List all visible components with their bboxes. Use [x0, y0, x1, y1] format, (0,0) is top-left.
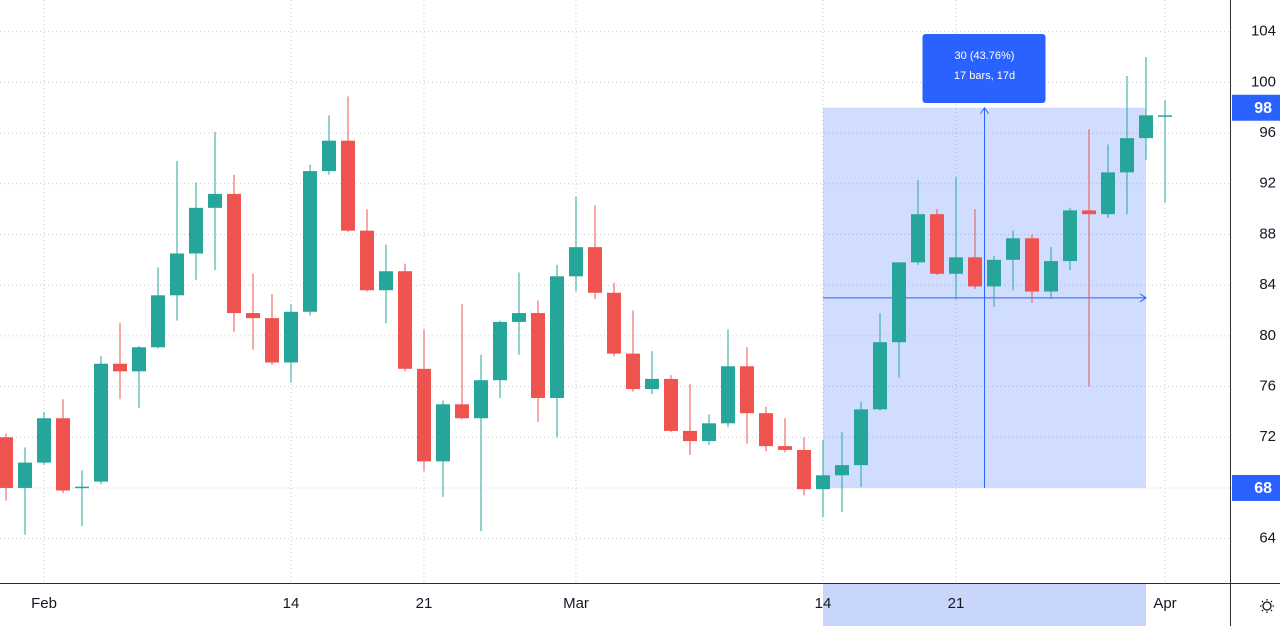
candle-body: [246, 313, 260, 319]
candle-body: [1006, 238, 1020, 260]
candle-body: [360, 230, 374, 291]
y-tick-label: 92: [1259, 175, 1276, 192]
candle-body: [854, 409, 868, 466]
price-highlight-label: 98: [1254, 100, 1272, 117]
candle-body: [94, 363, 108, 482]
candle-body: [265, 318, 279, 363]
x-tick-label: 14: [815, 595, 832, 612]
candle-body: [702, 423, 716, 442]
candle-body: [113, 363, 127, 372]
candle-body: [1044, 261, 1058, 292]
candle-body: [1063, 210, 1077, 262]
candles: [0, 57, 1172, 535]
candle-body: [645, 378, 659, 390]
price-highlight: [1232, 94, 1280, 121]
candle-body: [284, 311, 298, 363]
candle-body: [664, 378, 678, 431]
candle-body: [170, 253, 184, 296]
candle-body: [778, 446, 792, 450]
x-tick-label: 21: [416, 595, 433, 612]
candle-body: [474, 380, 488, 419]
y-tick-label: 104: [1251, 23, 1276, 40]
candle-body: [550, 276, 564, 398]
candle-body: [588, 247, 602, 293]
measure-sublabel: 17 bars, 17d: [954, 70, 1015, 82]
candle-body: [683, 430, 697, 442]
measure-x-band: [823, 584, 1146, 626]
candle-body: [816, 475, 830, 490]
candle-body: [208, 193, 222, 208]
measure-label: 30 (43.76%): [955, 50, 1015, 62]
settings-icon-core: [1262, 601, 1272, 611]
measure-label-box: [922, 34, 1046, 103]
candle-body: [1139, 115, 1153, 139]
x-tick-label: Mar: [563, 595, 589, 612]
candle-body: [322, 140, 336, 172]
candle-body: [132, 347, 146, 372]
candle-body: [37, 418, 51, 463]
grid: [0, 0, 1230, 583]
candle-body: [417, 368, 431, 462]
candle-body: [512, 313, 526, 322]
candle-body: [1025, 238, 1039, 292]
candle-body: [341, 140, 355, 231]
candle-body: [1101, 172, 1115, 215]
candle-body: [1120, 138, 1134, 173]
candle-body: [1158, 115, 1172, 117]
y-tick-label: 84: [1259, 276, 1276, 293]
candle-body: [227, 193, 241, 314]
y-tick-label: 64: [1259, 530, 1276, 547]
candle-body: [797, 449, 811, 490]
y-tick-label: 80: [1259, 327, 1276, 344]
candle-body: [911, 214, 925, 263]
candle-body: [531, 313, 545, 398]
measure-tool: 30 (43.76%) 17 bars, 17d: [823, 34, 1147, 488]
price-highlight-label: 68: [1254, 480, 1272, 497]
y-tick-label: 76: [1259, 378, 1276, 395]
candle-body: [436, 404, 450, 462]
measure-arrow-v: [980, 106, 989, 488]
candle-body: [569, 247, 583, 277]
candle-body: [873, 342, 887, 410]
candle-body: [493, 321, 507, 381]
candle-body: [56, 418, 70, 491]
y-tick-label: 100: [1251, 73, 1276, 90]
candle-body: [835, 465, 849, 476]
candle-body: [949, 257, 963, 274]
price-highlight: [1232, 474, 1280, 501]
candle-body: [1082, 210, 1096, 215]
candle-body: [189, 207, 203, 254]
x-tick-label: 14: [283, 595, 300, 612]
settings-icon-rays: [1260, 599, 1274, 613]
x-tick-label: Feb: [31, 595, 57, 612]
candle-body: [455, 404, 469, 419]
x-tick-label: 21: [948, 595, 965, 612]
candle-body: [303, 171, 317, 312]
candle-body: [379, 271, 393, 291]
candle-body: [968, 257, 982, 287]
candle-body: [75, 486, 89, 489]
candle-body: [18, 462, 32, 488]
y-tick-label: 88: [1259, 225, 1276, 242]
y-tick-label: 96: [1259, 124, 1276, 141]
candle-body: [892, 262, 906, 343]
candle-body: [987, 259, 1001, 287]
candle-body: [930, 214, 944, 274]
candle-body: [740, 366, 754, 414]
candle-body: [721, 366, 735, 424]
settings-icon[interactable]: [1260, 599, 1274, 613]
candle-body: [151, 295, 165, 348]
candle-body: [0, 437, 13, 488]
axes: 64 68 72 76 80 84 88 92 96 100 104 Feb 14 21 Mar 14 21 Ap…: [31, 23, 1280, 626]
x-tick-label: Apr: [1153, 595, 1176, 612]
y-tick-label: 72: [1259, 428, 1276, 445]
candle-body: [626, 353, 640, 390]
candle-body: [607, 292, 621, 354]
candle-body: [398, 271, 412, 369]
candle-body: [759, 413, 773, 447]
